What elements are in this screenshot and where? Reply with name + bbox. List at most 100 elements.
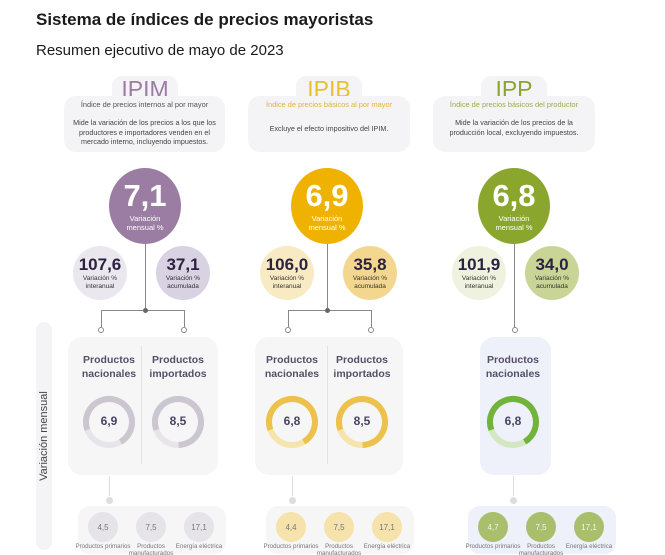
ipp-breakdown-label: Energía eléctrica <box>565 543 613 550</box>
ipp-product-value: 6,8 <box>504 414 522 428</box>
ipib-interanual-circle: 106,0 Variación % interanual <box>260 246 314 300</box>
ipp-breakdown-value: 4,7 <box>487 522 499 532</box>
ipib-breakdown-label: Productos primarios <box>263 543 319 550</box>
ring-fill <box>487 396 539 448</box>
ipim-product-ring <box>82 396 135 448</box>
side-label-monthly: Variación mensual <box>36 322 52 550</box>
ipim-product-label: Productos importados <box>149 354 207 380</box>
ipib-interanual-label: Variación % interanual <box>269 274 305 290</box>
ipim-monthly-label: Variación mensual % <box>126 214 164 232</box>
ring-fill <box>152 396 204 448</box>
ipib-branch-dot <box>285 327 291 333</box>
ipib-product-label: Productos importados <box>333 354 391 380</box>
ipp-products-card <box>480 337 551 475</box>
ipim-breakdown-circle: 4,5 <box>88 512 118 542</box>
ipib-breakdown-value: 17,1 <box>379 522 395 532</box>
ipib-sub-node <box>289 497 296 504</box>
ipp-breakdown-circle: 4,7 <box>478 512 508 542</box>
ipp-breakdown-circle: 17,1 <box>574 512 604 542</box>
ipim-acumulada-circle: 37,1 Variación % acumulada <box>156 246 210 300</box>
ipib-breakdown-label: Productos manufacturados <box>316 543 362 555</box>
ipib-branch-drop <box>288 310 289 327</box>
ipib-branch-drop <box>371 310 372 327</box>
ipib-breakdown-label: Energía eléctrica <box>363 543 411 550</box>
ipim-monthly-value: 7,1 <box>123 178 167 213</box>
ipp-header-box: Índice de precios básicos del productor M… <box>433 96 595 152</box>
ipp-breakdown-value: 7,5 <box>535 522 547 532</box>
ipim-breakdown-value: 17,1 <box>191 522 207 532</box>
ipib-branch-node <box>325 308 330 313</box>
ipib-product-ring <box>336 396 388 448</box>
ipp-acumulada-circle: 34,0 Variación % acumulada <box>525 246 579 300</box>
ipp-interanual-label: Variación % interanual <box>461 274 497 290</box>
ipib-product-label: Productos nacionales <box>264 354 320 380</box>
ipp-monthly-label: Variación mensual % <box>495 214 533 232</box>
ipib-monthly-label: Variación mensual % <box>308 214 346 232</box>
ipim-product-label: Productos nacionales <box>81 354 137 380</box>
ipp-breakdown-value: 17,1 <box>581 522 597 532</box>
ipib-description: Excluye el efecto impositivo del IPIM. <box>269 123 389 133</box>
ipim-interanual-circle: 107,6 Variación % interanual <box>73 246 127 300</box>
ipim-branch-dot <box>181 327 187 333</box>
ipim-card-divider <box>141 346 142 464</box>
ipp-connector-line <box>514 230 515 328</box>
ipib-breakdown-circle: 7,5 <box>324 512 354 542</box>
ipim-branch-dot <box>98 327 104 333</box>
ipim-sub-connector <box>109 476 110 496</box>
ipp-monthly-circle: 6,8 Variación mensual % <box>478 168 550 244</box>
ipim-breakdown-label: Productos primarios <box>75 543 131 550</box>
ipim-acumulada-label: Variación % acumulada <box>165 274 201 290</box>
ipp-monthly-value: 6,8 <box>492 178 536 213</box>
ipib-branch-dot <box>368 327 374 333</box>
ipim-interanual-label: Variación % interanual <box>82 274 118 290</box>
ipib-interanual-value: 106,0 <box>265 254 309 274</box>
ipp-breakdown-label: Productos manufacturados <box>518 543 564 555</box>
ipib-product-value: 6,8 <box>283 414 301 428</box>
ring-fill <box>82 396 135 448</box>
ipim-product-ring <box>152 396 204 448</box>
ipp-breakdown-label: Productos primarios <box>465 543 521 550</box>
ring-fill <box>336 396 388 448</box>
page-title: Sistema de índices de precios mayoristas <box>36 10 374 29</box>
ipim-branch-drop <box>101 310 102 327</box>
ipim-sub-node <box>106 497 113 504</box>
ring-fill <box>266 396 318 448</box>
ipim-description: Mide la variación de los precios a los q… <box>73 117 216 147</box>
ipib-monthly-value: 6,9 <box>305 178 349 213</box>
ipim-breakdown-label: Productos manufacturados <box>128 543 174 555</box>
ipib-breakdown-value: 4,4 <box>285 522 297 532</box>
ipim-monthly-circle: 7,1 Variación mensual % <box>109 168 181 244</box>
ipim-breakdown-value: 4,5 <box>97 522 109 532</box>
ipim-product-value: 8,5 <box>169 414 187 428</box>
ipp-fullname: Índice de precios básicos del productor <box>449 100 579 109</box>
ipim-interanual-value: 107,6 <box>78 254 122 274</box>
ipp-product-ring <box>487 396 539 448</box>
ipib-acumulada-circle: 35,8 Variación % acumulada <box>343 246 397 300</box>
ipp-breakdown-circle: 7,5 <box>526 512 556 542</box>
ipib-header-box: Índice de precios básicos al por mayor Ex… <box>248 96 410 152</box>
ipib-connector-line <box>327 230 328 310</box>
ipim-header-box: Índice de precios internos al por mayor M… <box>64 96 225 152</box>
ipib-fullname: Índice de precios básicos al por mayor <box>265 100 393 109</box>
ipp-branch-dot <box>512 327 518 333</box>
side-label-text: Variación mensual <box>38 391 50 481</box>
ipim-connector-line <box>145 230 146 310</box>
ipp-interanual-circle: 101,9 Variación % interanual <box>452 246 506 300</box>
ipib-product-value: 8,5 <box>353 414 371 428</box>
ipib-breakdown-value: 7,5 <box>333 522 345 532</box>
ipim-fullname: Índice de precios internos al por mayor <box>80 100 209 109</box>
ipp-acumulada-label: Variación % acumulada <box>534 274 570 290</box>
ipp-interanual-value: 101,9 <box>457 254 501 274</box>
ipib-acumulada-value: 35,8 <box>353 254 387 274</box>
ipim-acumulada-value: 37,1 <box>166 254 200 274</box>
ipim-branch-drop <box>184 310 185 327</box>
page-subtitle: Resumen ejecutivo de mayo de 2023 <box>36 42 284 59</box>
ipim-breakdown-circle: 17,1 <box>184 512 214 542</box>
ipim-breakdown-circle: 7,5 <box>136 512 166 542</box>
ipim-product-value: 6,9 <box>100 414 118 428</box>
ipp-sub-node <box>510 497 517 504</box>
ipib-product-ring <box>266 396 318 448</box>
ipim-breakdown-label: Energía eléctrica <box>175 543 223 550</box>
ipim-branch-line <box>101 310 184 311</box>
